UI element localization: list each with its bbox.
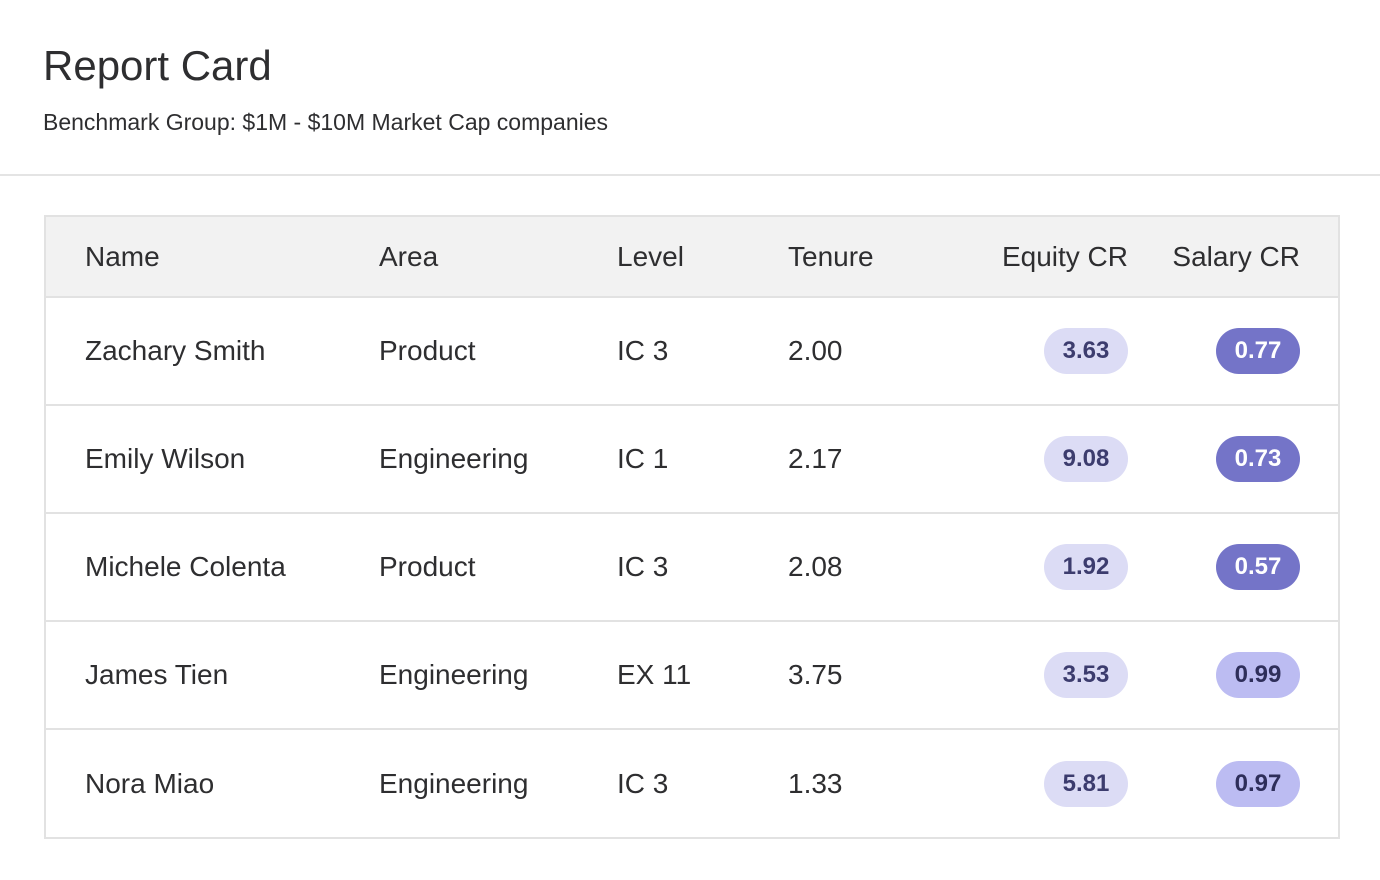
cell-level: EX 11	[617, 659, 692, 690]
cell-level: IC 3	[617, 767, 669, 799]
table-row[interactable]: Emily Wilson Engineering IC 1 2.17 9.08 …	[46, 405, 1338, 513]
cell-salary-cr: 0.77	[1128, 297, 1338, 405]
report-table-container: Name Area Level Tenure Equity CR Salary …	[44, 215, 1340, 839]
benchmark-group-label: Benchmark Group: $1M - $10M Market Cap c…	[43, 109, 609, 135]
equity-cr-badge: 5.81	[1044, 760, 1128, 807]
cell-area: Engineering	[379, 443, 529, 474]
cell-level: IC 3	[617, 551, 669, 582]
cell-salary-cr: 0.57	[1128, 513, 1338, 621]
equity-cr-badge: 1.92	[1044, 544, 1128, 590]
table-row[interactable]: Nora Miao Engineering IC 3 1.33 5.81 0.9…	[46, 729, 1338, 837]
cell-tenure: 1.33	[788, 767, 843, 799]
cell-level: IC 1	[617, 443, 669, 474]
equity-cr-badge: 3.53	[1044, 652, 1128, 698]
cell-name: Emily Wilson	[85, 443, 246, 474]
table-row[interactable]: Michele Colenta Product IC 3 2.08 1.92 0…	[46, 513, 1338, 621]
column-header-name[interactable]: Name	[85, 240, 160, 272]
column-header-equity-cr[interactable]: Equity CR	[1001, 240, 1128, 272]
table-row[interactable]: Zachary Smith Product IC 3 2.00 3.63 0.7…	[46, 297, 1338, 405]
cell-area: Engineering	[379, 767, 529, 799]
column-header-salary-cr[interactable]: Salary CR	[1172, 240, 1300, 272]
cell-tenure: 2.17	[788, 443, 843, 474]
page-title: Report Card	[43, 42, 272, 89]
report-header: Report Card Benchmark Group: $1M - $10M …	[0, 0, 1380, 176]
cell-tenure: 2.00	[788, 335, 843, 366]
equity-cr-badge: 9.08	[1044, 436, 1128, 482]
cell-area: Engineering	[379, 659, 529, 690]
column-header-level[interactable]: Level	[617, 240, 684, 272]
cell-salary-cr: 0.73	[1128, 405, 1338, 513]
salary-cr-badge: 0.99	[1216, 652, 1300, 698]
cell-level: IC 3	[617, 335, 669, 366]
cell-tenure: 3.75	[788, 659, 843, 690]
cell-name: Zachary Smith	[85, 335, 266, 366]
cell-equity-cr: 5.81	[938, 729, 1128, 837]
salary-cr-badge: 0.77	[1216, 328, 1300, 374]
report-table: Name Area Level Tenure Equity CR Salary …	[46, 217, 1338, 837]
cell-equity-cr: 3.63	[938, 297, 1128, 405]
cell-name: James Tien	[85, 659, 229, 690]
table-row[interactable]: James Tien Engineering EX 11 3.75 3.53 0…	[46, 621, 1338, 729]
cell-name: Nora Miao	[85, 767, 215, 799]
table-header-row: Name Area Level Tenure Equity CR Salary …	[46, 217, 1338, 297]
cell-equity-cr: 9.08	[938, 405, 1128, 513]
cell-area: Product	[379, 551, 476, 582]
column-header-tenure[interactable]: Tenure	[788, 240, 874, 272]
column-header-area[interactable]: Area	[379, 240, 439, 272]
cell-name: Michele Colenta	[85, 551, 286, 582]
cell-salary-cr: 0.99	[1128, 621, 1338, 729]
equity-cr-badge: 3.63	[1044, 328, 1128, 374]
cell-tenure: 2.08	[788, 551, 843, 582]
cell-area: Product	[379, 335, 476, 366]
salary-cr-badge: 0.57	[1216, 544, 1300, 590]
salary-cr-badge: 0.97	[1216, 760, 1300, 807]
cell-equity-cr: 1.92	[938, 513, 1128, 621]
salary-cr-badge: 0.73	[1216, 436, 1300, 482]
cell-equity-cr: 3.53	[938, 621, 1128, 729]
cell-salary-cr: 0.97	[1128, 729, 1338, 837]
